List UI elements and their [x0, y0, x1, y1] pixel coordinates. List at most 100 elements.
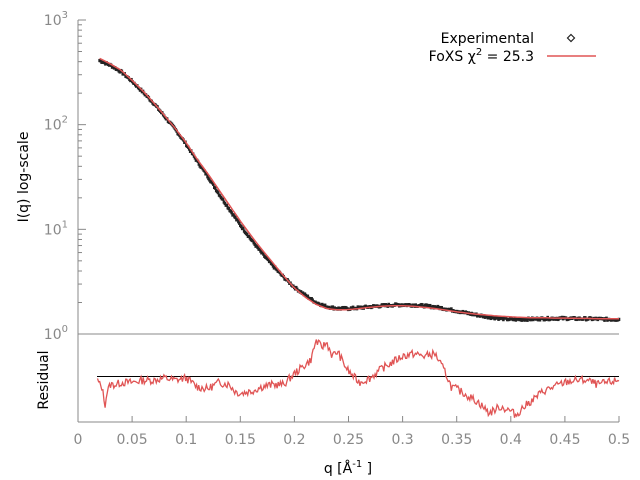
- x-tick-label-10: 0.5: [608, 432, 630, 448]
- experimental-point: [311, 298, 314, 302]
- experimental-series: [98, 58, 621, 322]
- experimental-point: [504, 316, 508, 320]
- experimental-point: [234, 215, 237, 220]
- experimental-point: [603, 318, 606, 322]
- x-tick-label-2: 0.1: [175, 432, 197, 448]
- x-tick-labels: 0 0.05 0.1 0.15 0.2 0.25 0.3 0.35 0.4 0.45 0.5: [74, 432, 631, 448]
- legend-fit-suffix: = 25.3: [482, 49, 534, 65]
- experimental-point: [501, 316, 504, 320]
- legend-fit-prefix: FoXS χ: [429, 49, 476, 65]
- x-axis-label: q [Å-1 ]: [324, 459, 372, 477]
- intensity-y-tick-labels: 100 101 102 103: [44, 10, 68, 343]
- experimental-point: [221, 197, 225, 201]
- experimental-point: [323, 303, 327, 307]
- experimental-point: [223, 201, 227, 206]
- experimental-point: [253, 242, 257, 246]
- experimental-point: [301, 291, 305, 295]
- experimental-point: [268, 260, 272, 264]
- x-tick-label-4: 0.2: [283, 432, 305, 448]
- experimental-point: [421, 303, 424, 307]
- x-tick-label-8: 0.4: [500, 432, 522, 448]
- experimental-point: [178, 133, 181, 138]
- experimental-point: [213, 186, 217, 190]
- experimental-point: [238, 221, 241, 225]
- experimental-point: [225, 203, 229, 207]
- experimental-point: [208, 178, 211, 182]
- experimental-point: [251, 239, 255, 243]
- x-tick-label-7: 0.35: [441, 432, 472, 448]
- intensity-y-axis-label: I(q) log-scale: [16, 132, 32, 223]
- experimental-point: [227, 206, 231, 211]
- legend-experimental-marker: [566, 33, 576, 43]
- residual-panel: 0 0.05 0.1 0.15 0.2 0.25 0.3 0.35 0.4 0.45 0.5 Res…: [36, 333, 631, 477]
- legend-experimental-label: Experimental: [441, 31, 534, 47]
- experimental-point: [306, 294, 310, 298]
- legend-fit-sup: 2: [476, 47, 482, 58]
- experimental-point: [278, 270, 282, 275]
- experimental-point: [192, 154, 196, 158]
- experimental-point: [259, 249, 262, 253]
- experimental-point: [216, 191, 220, 195]
- experimental-point: [230, 211, 233, 215]
- legend-fit-label: FoXS χ2 = 25.3: [429, 47, 534, 65]
- experimental-point: [526, 318, 529, 322]
- experimental-point: [428, 303, 432, 308]
- experimental-point: [485, 314, 489, 318]
- experimental-point: [271, 264, 275, 268]
- experimental-point: [197, 162, 201, 166]
- intensity-panel: 100 101 102 103 I(q) log-scale Experimental…: [16, 10, 621, 343]
- y-tick-label-2: 102: [44, 115, 68, 134]
- x-tick-label-9: 0.45: [549, 432, 580, 448]
- x-tick-marks: [77, 416, 620, 422]
- experimental-point: [247, 234, 251, 239]
- experimental-point: [236, 218, 239, 222]
- x-axis-label-sup: -1: [352, 459, 362, 470]
- foxs-fit-line: [99, 57, 619, 320]
- residual-y-axis-label: Residual: [36, 350, 52, 409]
- experimental-point: [258, 247, 261, 251]
- experimental-point: [294, 285, 298, 290]
- x-tick-label-5: 0.25: [333, 432, 364, 448]
- experimental-point: [440, 306, 444, 310]
- experimental-point: [299, 290, 303, 294]
- experimental-point: [273, 265, 277, 269]
- x-tick-label-1: 0.05: [117, 432, 148, 448]
- experimental-point: [256, 245, 259, 250]
- experimental-point: [241, 226, 245, 230]
- experimental-point: [203, 169, 206, 173]
- intensity-y-tick-marks: [78, 19, 86, 335]
- experimental-point: [193, 156, 197, 160]
- experimental-point: [232, 213, 235, 217]
- experimental-point: [497, 317, 500, 321]
- experimental-point: [331, 305, 335, 309]
- experimental-point: [206, 175, 209, 179]
- experimental-point: [270, 262, 274, 266]
- residual-line: [96, 339, 620, 418]
- experimental-point: [212, 182, 215, 186]
- y-tick-label-3: 103: [44, 10, 68, 29]
- x-tick-label-6: 0.3: [391, 432, 413, 448]
- experimental-point: [187, 147, 191, 151]
- experimental-point: [275, 268, 279, 272]
- experimental-point: [530, 318, 533, 322]
- x-tick-label-3: 0.15: [225, 432, 256, 448]
- experimental-point: [239, 225, 243, 229]
- experimental-point: [262, 252, 265, 256]
- y-tick-label-1: 101: [44, 219, 68, 238]
- experimental-point: [218, 194, 222, 198]
- x-tick-label-0: 0: [74, 432, 83, 448]
- legend: Experimental FoXS χ2 = 25.3: [429, 31, 596, 65]
- y-tick-label-0: 100: [44, 324, 68, 343]
- experimental-point: [502, 318, 505, 322]
- experimental-point: [295, 287, 299, 291]
- experimental-point: [245, 232, 249, 237]
- experimental-point: [266, 257, 270, 262]
- x-axis-label-prefix: q [Å: [324, 460, 353, 477]
- experimental-point: [255, 244, 259, 248]
- experimental-point: [545, 317, 549, 321]
- experimental-point: [205, 172, 208, 176]
- x-axis-label-suffix: ]: [362, 461, 372, 477]
- experimental-point: [538, 318, 542, 322]
- experimental-point: [450, 307, 453, 311]
